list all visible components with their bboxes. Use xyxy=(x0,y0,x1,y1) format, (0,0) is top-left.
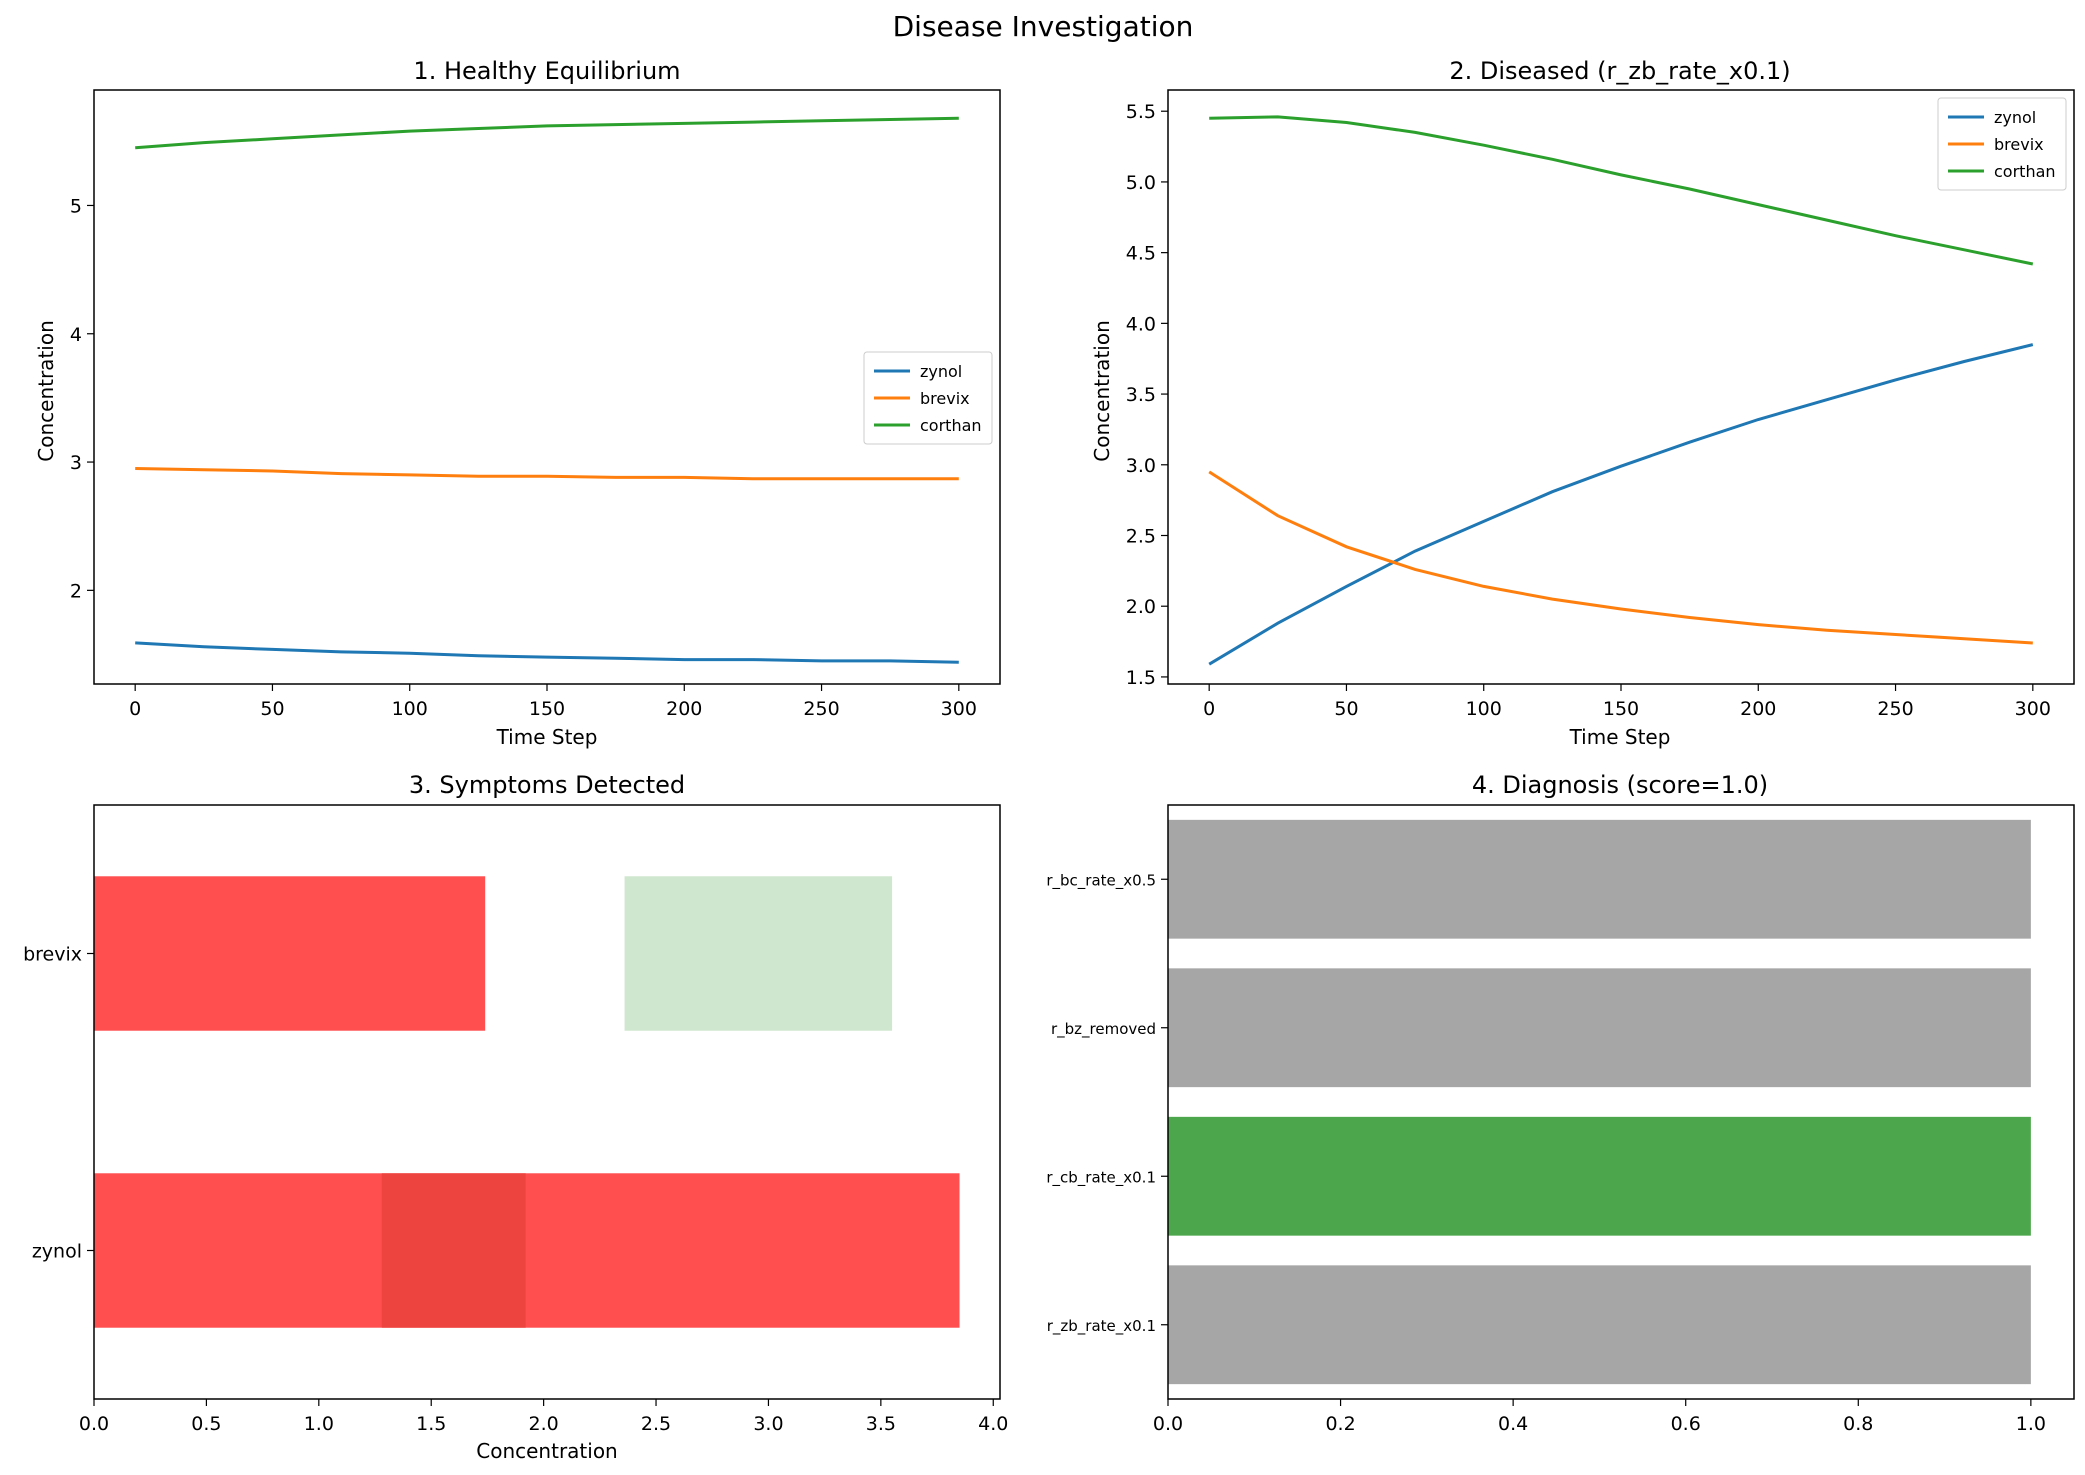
legend-label-corthan: corthan xyxy=(920,416,982,435)
x-tick-label: 0.4 xyxy=(1498,1413,1528,1435)
x-tick-label: 3.0 xyxy=(753,1413,783,1435)
x-tick-label: 0 xyxy=(129,698,141,720)
legend: zynol brevix corthan xyxy=(863,351,993,445)
panel-3-plot-area: 0.0 0.5 1.0 1.5 2.0 2.5 3.0 3.5 4.0 brevix zynol xyxy=(23,804,1008,1435)
y-tick-label: 4 xyxy=(70,324,82,346)
legend-label-zynol: zynol xyxy=(1994,108,2036,127)
y-tick-label-r_cb_rate_x0.1: r_cb_rate_x0.1 xyxy=(1046,1168,1156,1187)
x-tick-label: 1.5 xyxy=(416,1413,446,1435)
y-tick-label-brevix: brevix xyxy=(23,944,82,966)
x-tick-label: 250 xyxy=(803,698,839,720)
figure-title: Disease Investigation xyxy=(893,10,1194,43)
symptom-bar-zynol-symptom_overlap xyxy=(381,1173,526,1328)
x-tick-label: 0.6 xyxy=(1671,1413,1701,1435)
x-tick-label: 0 xyxy=(1203,698,1215,720)
diagnosis-bar-r_zb_rate_x0.1 xyxy=(1168,1265,2031,1385)
series-line-brevix xyxy=(1208,470,2033,645)
y-tick-label: 1.5 xyxy=(1126,667,1156,689)
x-tick-label: 200 xyxy=(666,698,702,720)
x-tick-label: 0.0 xyxy=(79,1413,109,1435)
panel-2-ylabel: Concentration xyxy=(1090,320,1114,461)
x-tick-label: 0.8 xyxy=(1843,1413,1873,1435)
x-tick-label: 1.0 xyxy=(304,1413,334,1435)
x-tick-label: 150 xyxy=(529,698,565,720)
legend: zynol brevix corthan xyxy=(1937,97,2067,191)
panel-symptoms-detected: 3. Symptoms Detected 0.0 0.5 1.0 1.5 2.0 2.5 3… xyxy=(23,771,1008,1463)
y-tick-label: 2.0 xyxy=(1126,596,1156,618)
diagnosis-bar-r_bc_rate_x0.5 xyxy=(1168,819,2031,939)
series-line-zynol xyxy=(135,641,959,664)
x-tick-label: 300 xyxy=(2015,698,2051,720)
panel-1-plot-area: 0 50 100 150 200 250 300 2 3 4 5 zynol brevix corthan xyxy=(70,89,1001,720)
panel-3-xlabel: Concentration xyxy=(476,1439,617,1463)
x-tick-label: 0.0 xyxy=(1153,1413,1183,1435)
x-tick-label: 250 xyxy=(1877,698,1913,720)
series-line-corthan xyxy=(135,116,959,150)
y-tick-label-r_zb_rate_x0.1: r_zb_rate_x0.1 xyxy=(1047,1317,1156,1336)
x-tick-label: 1.0 xyxy=(2016,1413,2046,1435)
panel-1-ylabel: Concentration xyxy=(34,320,58,461)
y-tick-label-r_bz_removed: r_bz_removed xyxy=(1051,1020,1156,1039)
legend-label-brevix: brevix xyxy=(920,389,970,408)
y-tick-label-r_bc_rate_x0.5: r_bc_rate_x0.5 xyxy=(1046,871,1156,890)
y-tick-label: 5 xyxy=(70,195,82,217)
x-tick-label: 0.2 xyxy=(1325,1413,1355,1435)
diagnosis-bar-r_bz_removed xyxy=(1168,968,2031,1088)
x-tick-label: 3.5 xyxy=(866,1413,896,1435)
y-tick-label: 2 xyxy=(70,580,82,602)
y-tick-label: 4.0 xyxy=(1126,313,1156,335)
legend-box xyxy=(863,351,993,445)
x-tick-label: 0.5 xyxy=(191,1413,221,1435)
x-tick-label: 150 xyxy=(1603,698,1639,720)
y-tick-label: 4.5 xyxy=(1126,243,1156,265)
axes-frame xyxy=(1167,804,2075,1400)
series-line-corthan xyxy=(1209,115,2034,266)
panel-2-plot-area: 0 50 100 150 200 250 300 1.5 2.0 2.5 3.0 3.5 4.0 4.5 5… xyxy=(1126,89,2075,720)
panel-diagnosis: 4. Diagnosis (score=1.0) r_bc_rate_x0.5r… xyxy=(1046,771,2075,1435)
symptom-bar-brevix-symptom xyxy=(94,876,486,1031)
legend-label-brevix: brevix xyxy=(1994,135,2044,154)
panel-healthy-equilibrium: 1. Healthy Equilibrium 0 50 100 150 200 250 30… xyxy=(34,57,1001,749)
panel-1-title: 1. Healthy Equilibrium xyxy=(413,57,680,85)
x-tick-label: 300 xyxy=(941,698,977,720)
x-tick-label: 50 xyxy=(1334,698,1358,720)
x-tick-label: 50 xyxy=(260,698,284,720)
series-line-brevix xyxy=(135,467,959,481)
x-tick-label: 2.0 xyxy=(529,1413,559,1435)
panel-diseased: 2. Diseased (r_zb_rate_x0.1) 0 50 100 150 20… xyxy=(1090,57,2075,749)
panel-4-plot-area: r_bc_rate_x0.5 r_bz_removed r_cb_rate_x0.1… xyxy=(1046,804,2075,1435)
legend-label-zynol: zynol xyxy=(920,362,962,381)
x-tick-label: 100 xyxy=(392,698,428,720)
legend-label-corthan: corthan xyxy=(1994,162,2056,181)
x-tick-label: 200 xyxy=(1740,698,1776,720)
x-tick-label: 2.5 xyxy=(641,1413,671,1435)
x-tick-label: 100 xyxy=(1466,698,1502,720)
x-tick-label: 4.0 xyxy=(978,1413,1008,1435)
panel-4-title: 4. Diagnosis (score=1.0) xyxy=(1472,771,1768,799)
y-tick-label: 3.5 xyxy=(1126,384,1156,406)
panel-1-xlabel: Time Step xyxy=(496,725,598,749)
symptom-bar-zynol-symptom xyxy=(94,1173,960,1328)
symptom-bar-brevix-healthy_range xyxy=(624,876,893,1031)
legend-box xyxy=(1937,97,2067,191)
panel-2-title: 2. Diseased (r_zb_rate_x0.1) xyxy=(1449,57,1790,85)
axes-frame xyxy=(93,804,1001,1400)
y-tick-label: 3.0 xyxy=(1126,455,1156,477)
y-tick-label: 5.5 xyxy=(1126,101,1156,123)
y-tick-label-zynol: zynol xyxy=(32,1241,82,1263)
panel-2-xlabel: Time Step xyxy=(1569,725,1671,749)
panel-3-title: 3. Symptoms Detected xyxy=(409,771,685,799)
diagnosis-bar-r_cb_rate_x0.1 xyxy=(1168,1116,2031,1236)
series-line-zynol xyxy=(1208,343,2034,666)
y-tick-label: 3 xyxy=(70,452,82,474)
y-tick-label: 5.0 xyxy=(1126,172,1156,194)
y-tick-label: 2.5 xyxy=(1126,526,1156,548)
